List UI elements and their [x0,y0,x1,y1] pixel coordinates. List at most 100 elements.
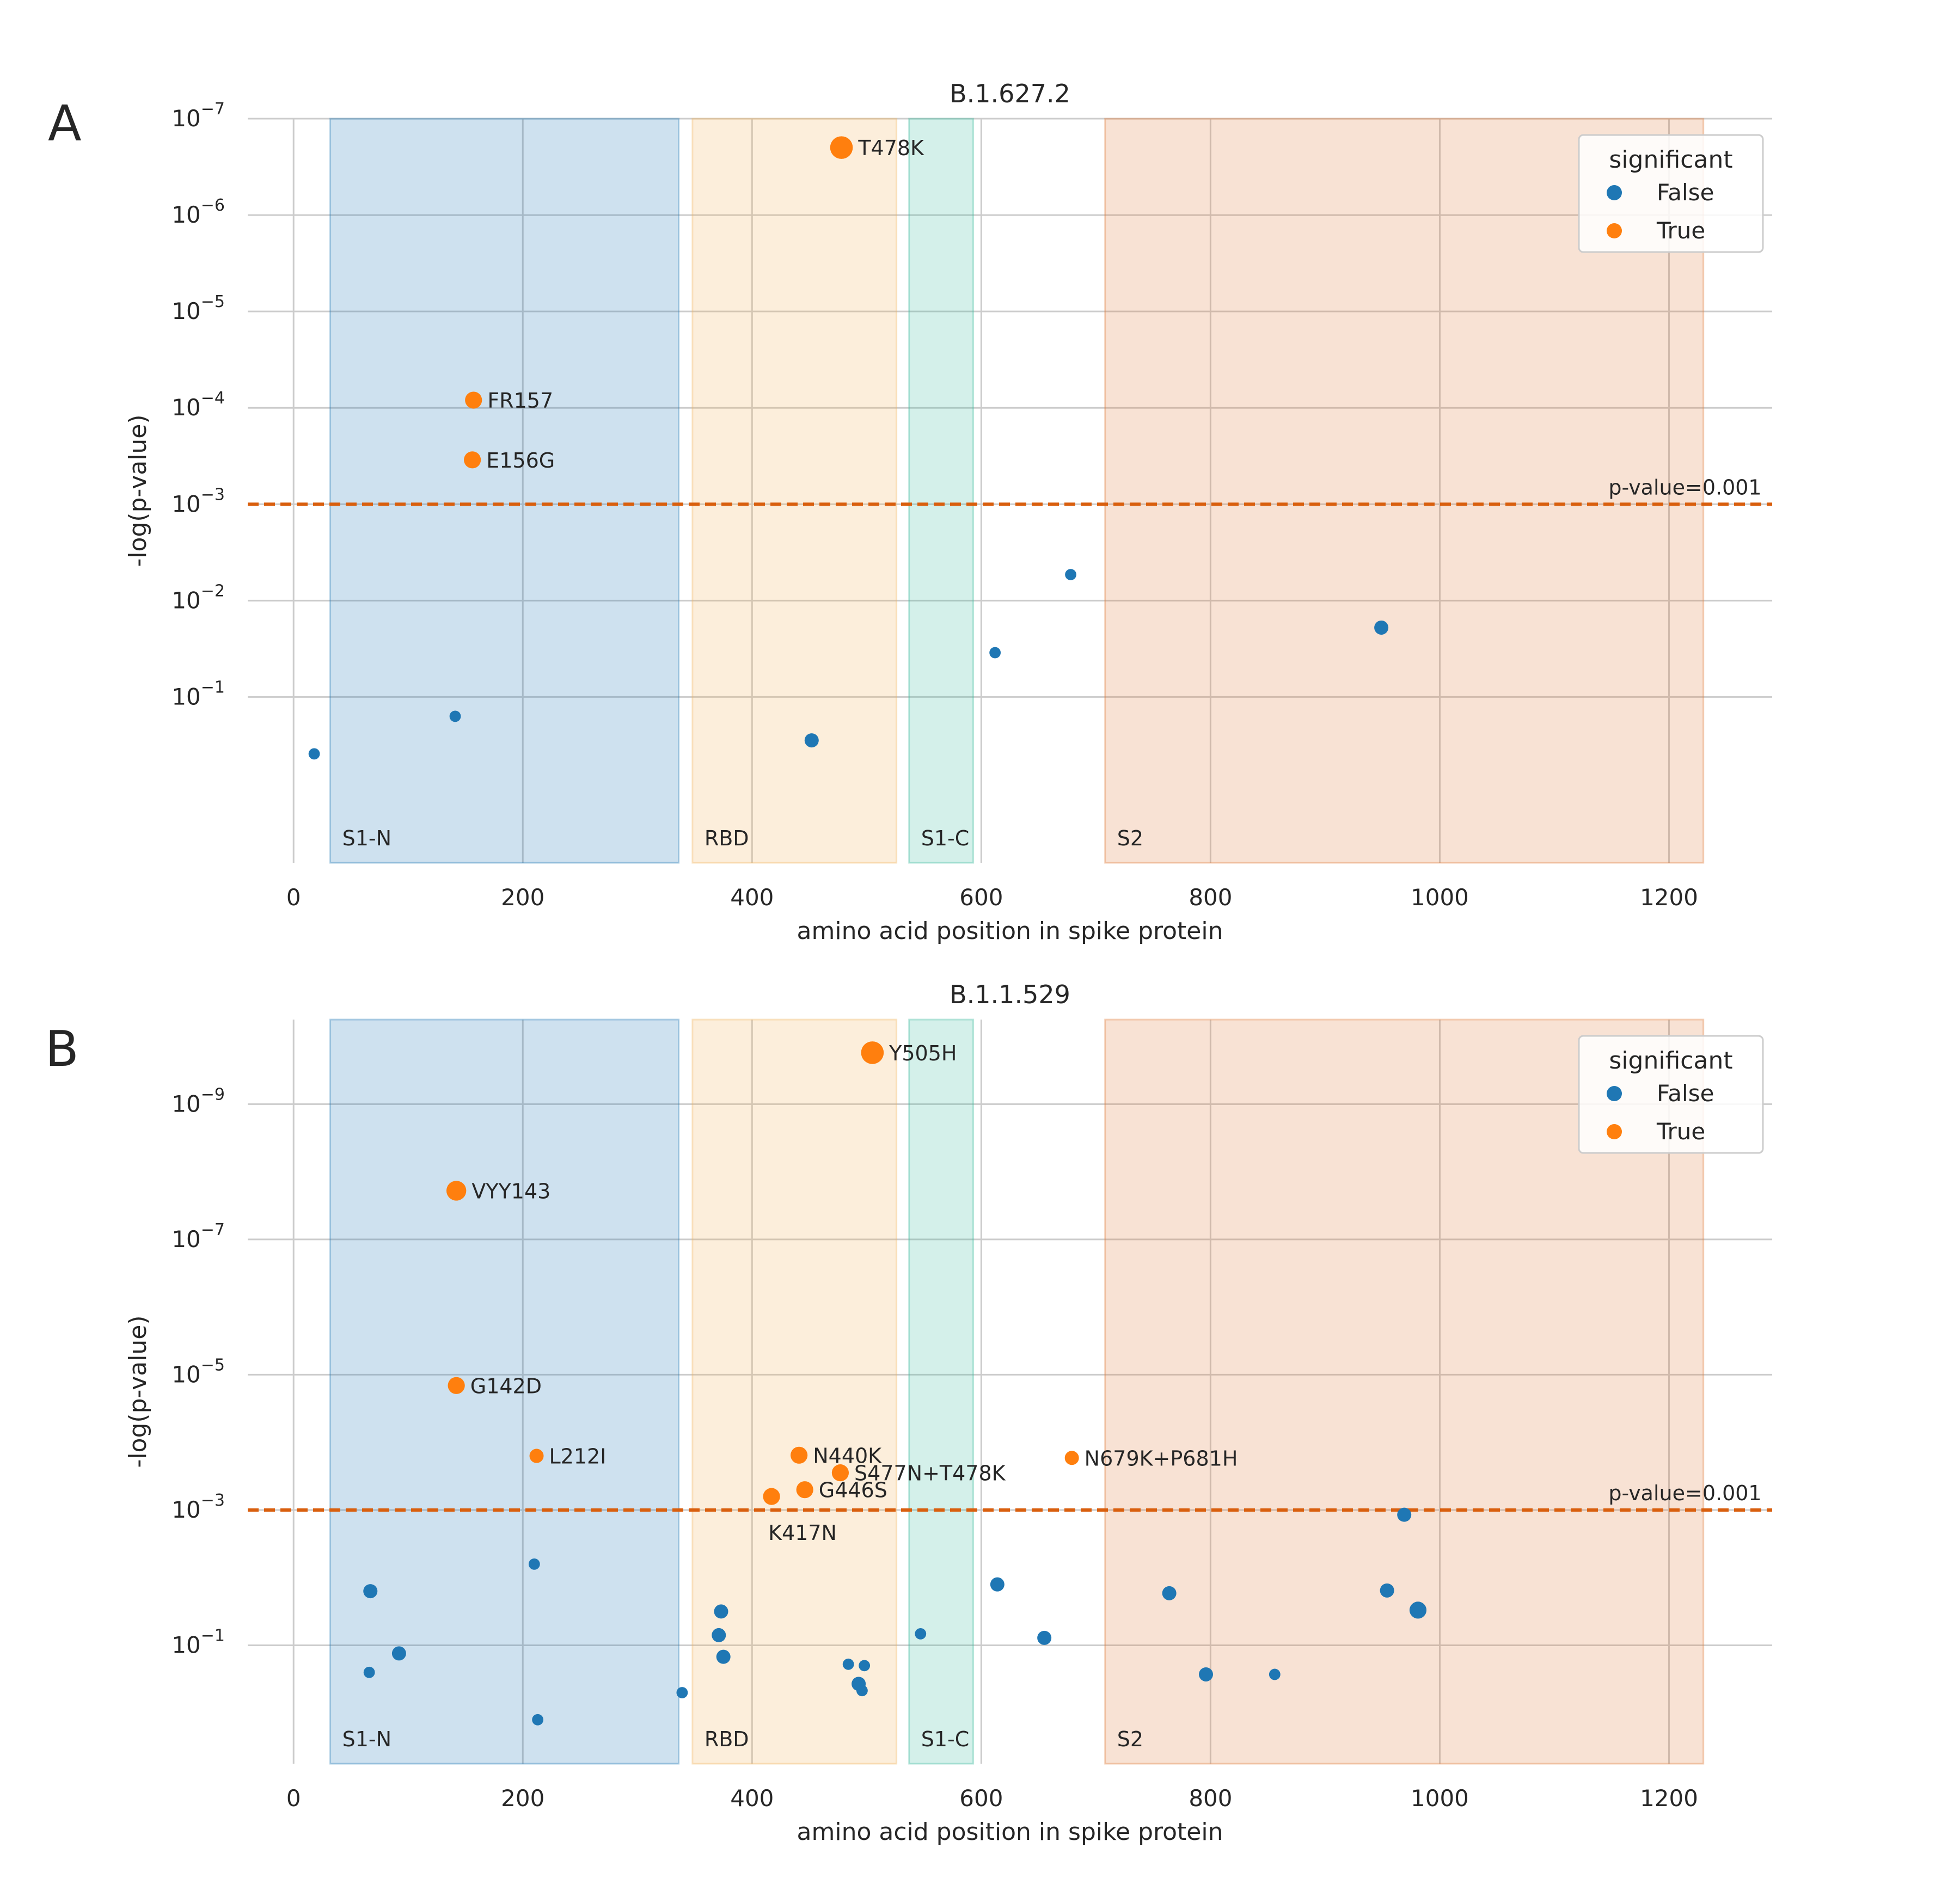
x-axis-label: amino acid position in spike protein [797,917,1223,945]
region-label: S1-N [342,1727,391,1751]
point-label: S477N+T478K [854,1462,1006,1486]
nonsignificant-point [990,1577,1004,1592]
nonsignificant-point [859,1660,871,1672]
legend-marker [1607,223,1622,238]
significant-point [830,136,853,159]
y-tick-label: 10−1 [171,1627,225,1659]
nonsignificant-point [989,647,1001,659]
nonsignificant-point [856,1685,868,1697]
nonsignificant-point [308,748,320,760]
point-label: N440K [813,1444,882,1468]
nonsignificant-point [804,733,819,748]
significant-point [1064,1451,1079,1465]
panel-a: S1-N RBD S1-C S2 p-value=0.001 0 200 400 600 800 1… [48,79,1772,945]
y-tick-exponent: −2 [201,581,225,600]
region-label: S2 [1117,1727,1143,1751]
x-tick-label: 400 [730,1785,774,1812]
region-label: RBD [705,1727,749,1751]
nonsignificant-point [712,1628,726,1642]
point-label: N679K+P681H [1085,1446,1238,1470]
y-tick-base: 10 [171,683,200,710]
x-tick-label: 600 [959,884,1003,911]
legend-marker [1607,1124,1622,1139]
legend: significant False True [1578,1035,1764,1154]
nonsignificant-point [1374,620,1389,635]
region-label: S1-N [342,826,391,850]
y-tick-exponent: −9 [201,1085,225,1104]
y-tick-label: 10−2 [171,581,225,613]
y-tick-base: 10 [171,1632,200,1659]
nonsignificant-point [1037,1630,1052,1645]
point-label: FR157 [487,389,553,413]
y-tick-label: 10−7 [171,1220,225,1253]
chart-title: B.1.627.2 [950,79,1070,108]
x-tick-label: 1000 [1411,1785,1469,1812]
point-label: G142D [470,1374,542,1398]
y-tick-base: 10 [171,1226,200,1253]
significant-point [529,1449,544,1463]
legend-title: significant [1609,1047,1732,1075]
x-tick-label: 600 [959,1785,1003,1812]
y-tick-exponent: −6 [201,196,225,215]
region-label: RBD [705,826,749,850]
legend-marker [1607,1086,1622,1101]
nonsignificant-point [528,1558,540,1570]
panel-label: B [45,1021,79,1078]
legend-marker [1607,185,1622,200]
x-tick-label: 0 [286,884,301,911]
legend-entry: False [1657,1080,1714,1107]
region-rbd [691,118,898,864]
legend-entry: False [1657,179,1714,206]
x-tick-label: 200 [501,884,544,911]
point-label: VYY143 [471,1179,550,1203]
point-label: Y505H [889,1041,957,1065]
region-s1-n [329,1018,680,1765]
y-tick-exponent: −7 [201,1220,225,1239]
significant-point [763,1488,780,1505]
y-tick-exponent: −3 [201,1491,225,1510]
y-tick-base: 10 [171,490,200,517]
y-tick-label: 10−3 [171,485,225,517]
nonsignificant-point [1199,1667,1213,1681]
nonsignificant-point [915,1628,927,1640]
nonsignificant-point [532,1714,544,1726]
y-tick-exponent: −4 [201,389,225,408]
y-tick-exponent: −1 [201,1627,225,1646]
legend-title: significant [1609,146,1732,174]
nonsignificant-point [363,1666,375,1678]
legend: significant False True [1578,134,1764,253]
point-label: G446S [819,1478,887,1502]
nonsignificant-point [842,1658,854,1670]
significant-point [448,1377,465,1394]
y-tick-base: 10 [171,1496,200,1523]
nonsignificant-point [391,1646,406,1661]
legend-entry: True [1656,1118,1705,1145]
legend-entry: True [1656,217,1705,244]
significant-point [464,451,481,469]
y-tick-label: 10−1 [171,678,225,710]
y-axis-label: -log(p-value) [124,414,152,567]
region-s1-c [908,1018,975,1765]
y-tick-label: 10−5 [171,1355,225,1388]
nonsignificant-point [714,1604,728,1619]
y-tick-label: 10−3 [171,1491,225,1523]
y-axis-label: -log(p-value) [124,1315,152,1468]
y-tick-label: 10−7 [171,100,225,132]
region-s1-n [329,118,680,864]
x-tick-label: 200 [501,1785,544,1812]
chart-title: B.1.1.529 [950,980,1070,1009]
significant-point [861,1041,884,1064]
x-tick-label: 1200 [1640,884,1698,911]
nonsignificant-point [676,1687,688,1698]
panel-label: A [48,95,82,152]
point-label: L212I [549,1445,607,1469]
region-label: S2 [1117,826,1143,850]
nonsignificant-point [1380,1583,1394,1598]
nonsignificant-point [1409,1601,1427,1619]
y-tick-base: 10 [171,105,200,132]
x-tick-label: 0 [286,1785,301,1812]
significant-point [791,1446,808,1464]
nonsignificant-point [363,1584,378,1599]
threshold-label: p-value=0.001 [1608,1481,1761,1505]
